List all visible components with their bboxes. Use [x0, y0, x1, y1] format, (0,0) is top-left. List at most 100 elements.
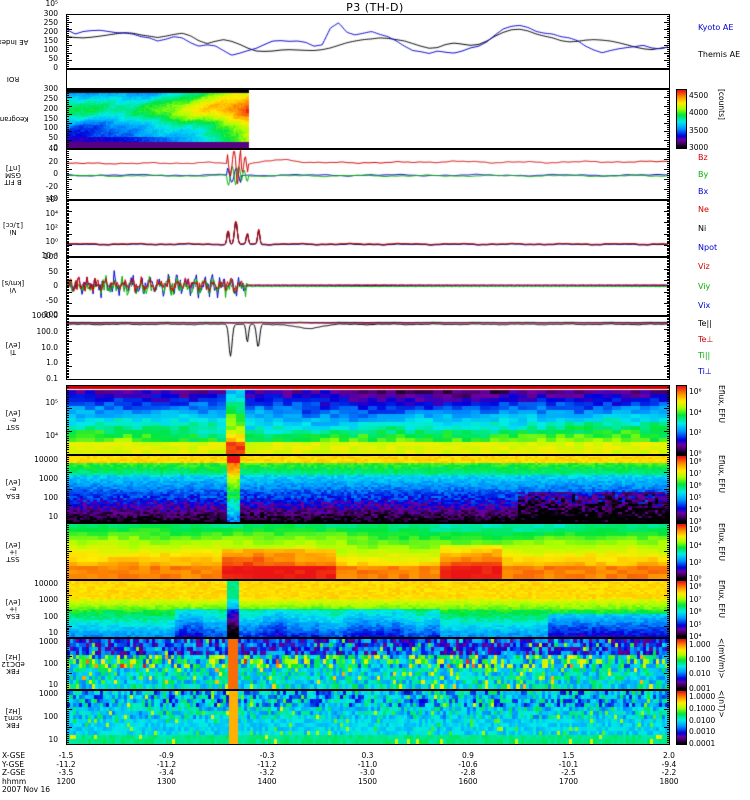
y-tick-label: 10.0 — [41, 342, 58, 352]
y-tick-label: 10000 — [34, 579, 58, 588]
panel-vi — [66, 257, 670, 316]
panel-sst-i — [66, 523, 670, 580]
colorbar-tick-label: 0.100 — [689, 654, 711, 664]
y-tick-label: 50 — [48, 133, 58, 143]
y-tick-label: 10⁵ — [45, 398, 58, 407]
x-tick-label: -2.5 — [561, 768, 576, 777]
colorbar-tick-label: 10⁸ — [689, 582, 702, 591]
x-tick-label: -2.2 — [661, 768, 677, 777]
x-tick-label: -0.9 — [159, 751, 174, 760]
x-tick-label: -3.0 — [360, 768, 375, 777]
legend-label: Vix — [698, 301, 711, 311]
legend-label: Bz — [698, 152, 708, 162]
legend-label: Npot — [698, 242, 718, 252]
y-tick-label: 100 — [43, 658, 58, 668]
colorbar-tick-label: 0.010 — [689, 669, 711, 679]
panel-plot-ae-index — [67, 15, 669, 68]
colorbar-tick-label: 4500 — [689, 91, 709, 100]
y-tick-label: 300 — [43, 84, 58, 93]
y-tick-label: 0 — [53, 143, 58, 152]
x-tick-label: 0.3 — [361, 751, 374, 760]
legend-label: Te|| — [698, 319, 712, 328]
colorbar-tick-label: 10⁴ — [689, 541, 702, 551]
x-tick-label: -2.8 — [460, 768, 476, 777]
panel-plot-vi — [67, 258, 669, 315]
x-tick-label: 1.5 — [562, 751, 575, 760]
colorbar-title: Eflux, EFU — [717, 385, 726, 423]
legend-label: Ti⊥ — [698, 367, 712, 376]
y-tick-label: -40 — [45, 194, 58, 203]
colorbar-title: Eflux, EFU — [717, 523, 726, 561]
x-tick-column: -0.9 -11.2 -3.4 1300 — [141, 751, 193, 786]
y-axis-title: AE Index — [0, 38, 29, 46]
colorbar-tick-label: 10⁷ — [689, 469, 702, 478]
panel-esa-i — [66, 580, 670, 638]
colorbar — [676, 385, 687, 455]
panel-plot-keogram — [67, 90, 669, 148]
panel-ti — [66, 316, 670, 380]
colorbar — [676, 523, 687, 580]
y-tick-label: 100 — [43, 45, 58, 54]
y-axis-title: Vi [km/s] — [1, 279, 25, 295]
panel-plot-esa-i — [67, 581, 669, 637]
panel-sst-e — [66, 385, 670, 455]
colorbar-tick-label: 1.000 — [689, 640, 711, 649]
colorbar-title: <(mV/m)> — [717, 638, 726, 679]
y-tick-label: 150 — [43, 36, 58, 45]
x-axis-row-label: hhmm — [2, 776, 27, 786]
y-tick-label: 200 — [43, 103, 58, 113]
x-tick-label: -9.4 — [661, 759, 677, 769]
x-tick-label: -10.6 — [458, 759, 478, 769]
x-tick-column: 1.5 -10.1 -2.5 1700 — [543, 751, 595, 786]
y-tick-label: 0 — [53, 169, 58, 178]
y-axis-title: Keogram — [0, 115, 29, 124]
colorbar-tick-label: 10⁰ — [689, 449, 702, 458]
y-tick-label: 1.0 — [46, 358, 58, 368]
y-tick-label: 0 — [53, 63, 58, 72]
panel-fbk-edc12 — [66, 638, 670, 690]
colorbar-tick-label: 0.0010 — [689, 727, 716, 737]
y-tick-label: 1000 — [38, 637, 58, 646]
colorbar-tick-label: 0.0100 — [689, 715, 716, 725]
y-tick-label: -50 — [45, 295, 58, 305]
x-tick-label: -10.1 — [558, 759, 579, 769]
y-tick-label: -20 — [45, 181, 58, 191]
panel-plot-b-fit — [67, 150, 669, 199]
legend-label: By — [698, 169, 709, 179]
y-tick-label: 10⁴ — [45, 209, 58, 218]
panel-plot-sst-e — [67, 386, 669, 454]
panel-roi — [66, 69, 670, 89]
y-axis-title: SST i+ [eV] — [5, 541, 21, 563]
colorbar-tick-label: 10⁷ — [689, 594, 702, 604]
colorbar-tick-label: 10⁴ — [689, 407, 702, 417]
y-tick-label: -100 — [40, 310, 58, 319]
colorbar-tick-label: 10⁴ — [689, 505, 702, 514]
legend-label: Bx — [698, 186, 709, 196]
colorbar-tick-label: 10³ — [689, 517, 702, 526]
x-tick-label: 2.0 — [663, 751, 675, 760]
legend-label: Viy — [698, 281, 711, 291]
colorbar-tick-label: 3000 — [689, 143, 709, 152]
y-tick-label: 100 — [43, 712, 58, 721]
legend-label: Ni — [698, 223, 707, 233]
x-tick-label: -11.0 — [357, 759, 378, 769]
colorbar-title: Eflux, EFU — [717, 455, 726, 493]
legend-label: Te⊥ — [698, 335, 714, 344]
y-tick-label: 10⁶ — [45, 195, 58, 204]
colorbar-tick-label: 10⁶ — [689, 387, 702, 396]
x-tick-column: -1.5 -11.2 -3.5 1200 — [40, 751, 92, 786]
y-tick-label: 10⁰ — [45, 237, 58, 246]
colorbar-tick-label: 10⁴ — [689, 632, 702, 641]
y-axis-title: Ti [eV] — [5, 341, 21, 356]
panel-plot-fbk-scm1 — [67, 691, 669, 744]
y-axis-title: ESA i+ [eV] — [5, 598, 21, 621]
x-tick-label: -3.4 — [159, 768, 174, 777]
x-tick-label: 1300 — [156, 776, 177, 786]
y-tick-label: 1000 — [38, 595, 58, 605]
y-tick-label: 150 — [43, 113, 58, 123]
colorbar-tick-label: 0.1000 — [689, 703, 716, 713]
colorbar-title: Eflux, EFU — [717, 580, 726, 618]
y-tick-label: 10² — [45, 223, 58, 232]
panel-plot-roi — [67, 70, 669, 88]
